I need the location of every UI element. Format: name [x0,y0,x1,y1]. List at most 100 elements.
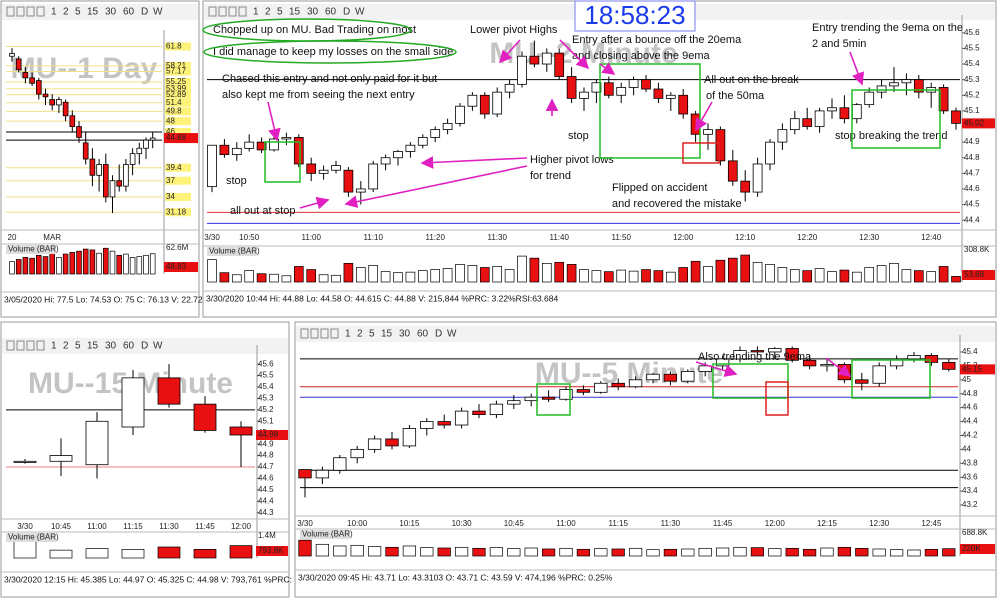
x-tick-label: 3/30 [17,522,33,531]
toolbar-button[interactable]: 1 [51,341,57,352]
volume-bar [926,271,937,283]
toolbar-button[interactable]: 1 [51,7,57,18]
candle-body [663,373,678,382]
candle-body [678,94,689,115]
volume-bar [69,252,76,275]
candle-body [281,137,292,140]
toolbar [2,338,288,354]
volume-bar [269,273,279,283]
annotation: also kept me from seeing the next entry [222,89,415,101]
candle-body [42,93,49,98]
volume-bar [785,547,799,557]
toolbar-button[interactable]: D [141,7,148,18]
y-tick-label: 44.2 [962,431,978,440]
toolbar-button[interactable]: W [153,7,163,18]
y-tick-label: 44.8 [964,153,980,162]
toolbar-button[interactable]: 1 [253,7,259,18]
candle-body [437,421,451,426]
toolbar-button[interactable]: 15 [381,329,393,340]
toolbar-button[interactable]: 60 [123,7,135,18]
volume-bar [913,270,924,283]
box [851,359,931,399]
candle-body [157,377,181,405]
toolbar-button[interactable]: D [141,341,148,352]
candle-body [355,188,366,193]
y-tick-label: 45.5 [258,371,274,380]
arrow [299,196,330,210]
volume-bar [123,253,129,275]
toolbar-icon [238,6,247,17]
candle-body [380,157,391,165]
toolbar-button[interactable]: 2 [357,329,363,340]
candle-body [504,83,515,93]
toolbar-button[interactable]: 30 [105,7,117,18]
volume-tag-bg [962,270,995,280]
volume-bar [193,549,217,559]
y-tick-label: 44.8 [258,451,274,460]
toolbar-button[interactable]: D [343,7,350,18]
candle-body [554,52,565,77]
y-tick-label: 45.3 [258,394,274,403]
candle-body [750,350,765,353]
y-tick-label: 45.2 [258,405,274,414]
candle-body [765,141,775,165]
candle-body [219,144,230,156]
tick-label-bg [165,117,191,126]
toolbar-button[interactable]: 60 [123,341,135,352]
toolbar-button[interactable]: 15 [289,7,301,18]
annotation: Higher pivot lows [530,154,614,166]
toolbar-button[interactable]: 15 [87,341,99,352]
volume-bar [467,265,478,283]
toolbar-button[interactable]: W [355,7,365,18]
candle-body [143,139,149,149]
y-tick-label: 57.17 [166,67,187,76]
toolbar-button[interactable]: 15 [87,7,99,18]
status-line: 3/05/2020 Hi: 77.5 Lo: 74.53 O: 75 C: 76… [4,294,203,304]
toolbar-button[interactable]: 5 [369,329,375,340]
tick-label-bg [165,128,191,136]
toolbar-button[interactable]: W [153,341,163,352]
toolbar-button[interactable]: 1 [345,329,351,340]
volume-bar [938,266,949,283]
volume-bar [715,259,726,283]
toolbar-button[interactable]: 2 [63,7,69,18]
candle-body [89,158,96,176]
price-tag: 45.15 [962,364,983,373]
toolbar-button[interactable]: 30 [105,341,117,352]
toolbar-button[interactable]: D [435,329,442,340]
volume-bar [653,270,664,283]
toolbar-button[interactable]: 30 [307,7,319,18]
toolbar-button[interactable]: 5 [75,7,81,18]
candle-body [405,144,416,152]
volume-bar [36,254,42,275]
toolbar-button[interactable]: 5 [277,7,283,18]
volume-bar [576,548,591,557]
tick-label-bg [165,192,191,201]
y-tick-label: 43.2 [962,500,978,509]
volume-bar [136,256,143,275]
toolbar-button[interactable]: 2 [265,7,271,18]
clock-box [574,0,696,32]
toolbar-button[interactable]: 60 [325,7,337,18]
toolbar-button[interactable]: 5 [75,341,81,352]
toolbar-button[interactable]: 2 [63,341,69,352]
annotation: Entry after a bounce off the 20ema [572,34,742,46]
y-tick-label: 44.3 [258,508,274,517]
volume-bar [678,267,689,283]
tick-label-bg [165,107,191,116]
candle-body [207,144,217,188]
candle-body [524,396,538,402]
candle-body [889,358,904,367]
annotation: All out on the break [704,74,799,86]
y-tick-label: 44.4 [258,496,274,505]
volume-max-label: 62.6M [166,243,189,252]
volume-bar [109,250,116,275]
toolbar-button[interactable]: W [447,329,457,340]
candle-body [740,180,751,193]
x-tick-label: 10:00 [347,519,368,528]
volume-bar [789,269,800,283]
box [851,89,941,149]
toolbar-button[interactable]: 60 [417,329,429,340]
toolbar-button[interactable]: 30 [399,329,411,340]
box [264,141,301,183]
